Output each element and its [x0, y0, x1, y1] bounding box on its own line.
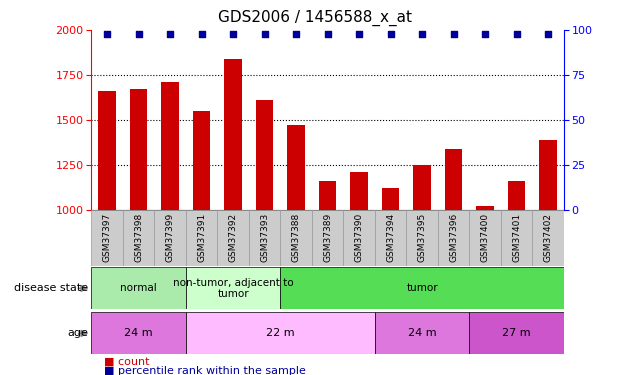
Point: [134, 31, 144, 37]
Bar: [224, 59, 242, 210]
Point: [512, 31, 522, 37]
Bar: [406, 210, 438, 266]
Text: GSM37397: GSM37397: [103, 213, 112, 262]
Point: [228, 31, 238, 37]
Text: GSM37396: GSM37396: [449, 213, 458, 262]
Point: [354, 31, 364, 37]
Text: GSM37394: GSM37394: [386, 213, 395, 262]
Bar: [508, 181, 525, 210]
Bar: [186, 312, 375, 354]
Point: [102, 31, 112, 37]
Bar: [91, 210, 123, 266]
Text: normal: normal: [120, 284, 157, 293]
Text: ■ count: ■ count: [104, 357, 149, 367]
Point: [197, 31, 207, 37]
Point: [291, 31, 301, 37]
Bar: [375, 210, 406, 266]
Bar: [312, 210, 343, 266]
Bar: [280, 267, 564, 309]
Text: GSM37388: GSM37388: [292, 213, 301, 262]
Text: ■ percentile rank within the sample: ■ percentile rank within the sample: [104, 366, 306, 375]
Bar: [193, 111, 210, 210]
Text: GSM37392: GSM37392: [229, 213, 238, 262]
Bar: [501, 210, 532, 266]
Text: 27 m: 27 m: [502, 328, 531, 338]
Text: GSM37401: GSM37401: [512, 213, 521, 262]
Bar: [445, 149, 462, 210]
Bar: [382, 188, 399, 210]
Text: GSM37393: GSM37393: [260, 213, 269, 262]
Point: [323, 31, 333, 37]
Bar: [375, 312, 469, 354]
Point: [165, 31, 175, 37]
Bar: [532, 210, 564, 266]
Bar: [287, 125, 305, 210]
Point: [386, 31, 396, 37]
Point: [480, 31, 490, 37]
Text: GSM37395: GSM37395: [418, 213, 427, 262]
Text: disease state: disease state: [14, 284, 88, 293]
Bar: [343, 210, 375, 266]
Bar: [476, 206, 494, 210]
Text: 22 m: 22 m: [266, 328, 295, 338]
Text: non-tumor, adjacent to
tumor: non-tumor, adjacent to tumor: [173, 278, 294, 299]
Text: GSM37390: GSM37390: [355, 213, 364, 262]
Bar: [249, 210, 280, 266]
Text: 24 m: 24 m: [124, 328, 153, 338]
Text: GSM37391: GSM37391: [197, 213, 206, 262]
Bar: [539, 140, 557, 210]
Bar: [186, 210, 217, 266]
Text: 24 m: 24 m: [408, 328, 437, 338]
Bar: [154, 210, 186, 266]
Bar: [186, 267, 280, 309]
Point: [449, 31, 459, 37]
Point: [260, 31, 270, 37]
Point: [417, 31, 427, 37]
Bar: [91, 312, 186, 354]
Bar: [469, 312, 564, 354]
Bar: [438, 210, 469, 266]
Bar: [91, 267, 186, 309]
Text: GSM37399: GSM37399: [166, 213, 175, 262]
Bar: [161, 82, 179, 210]
Text: age: age: [67, 328, 88, 338]
Bar: [280, 210, 312, 266]
Bar: [350, 172, 368, 210]
Text: GSM37400: GSM37400: [481, 213, 490, 262]
Bar: [413, 165, 431, 210]
Text: GDS2006 / 1456588_x_at: GDS2006 / 1456588_x_at: [218, 9, 412, 26]
Bar: [319, 181, 336, 210]
Text: GSM37389: GSM37389: [323, 213, 332, 262]
Text: GSM37398: GSM37398: [134, 213, 143, 262]
Bar: [130, 89, 147, 210]
Bar: [123, 210, 154, 266]
Text: GSM37402: GSM37402: [544, 213, 553, 262]
Bar: [469, 210, 501, 266]
Bar: [98, 91, 116, 210]
Bar: [256, 100, 273, 210]
Bar: [217, 210, 249, 266]
Text: tumor: tumor: [406, 284, 438, 293]
Point: [543, 31, 553, 37]
